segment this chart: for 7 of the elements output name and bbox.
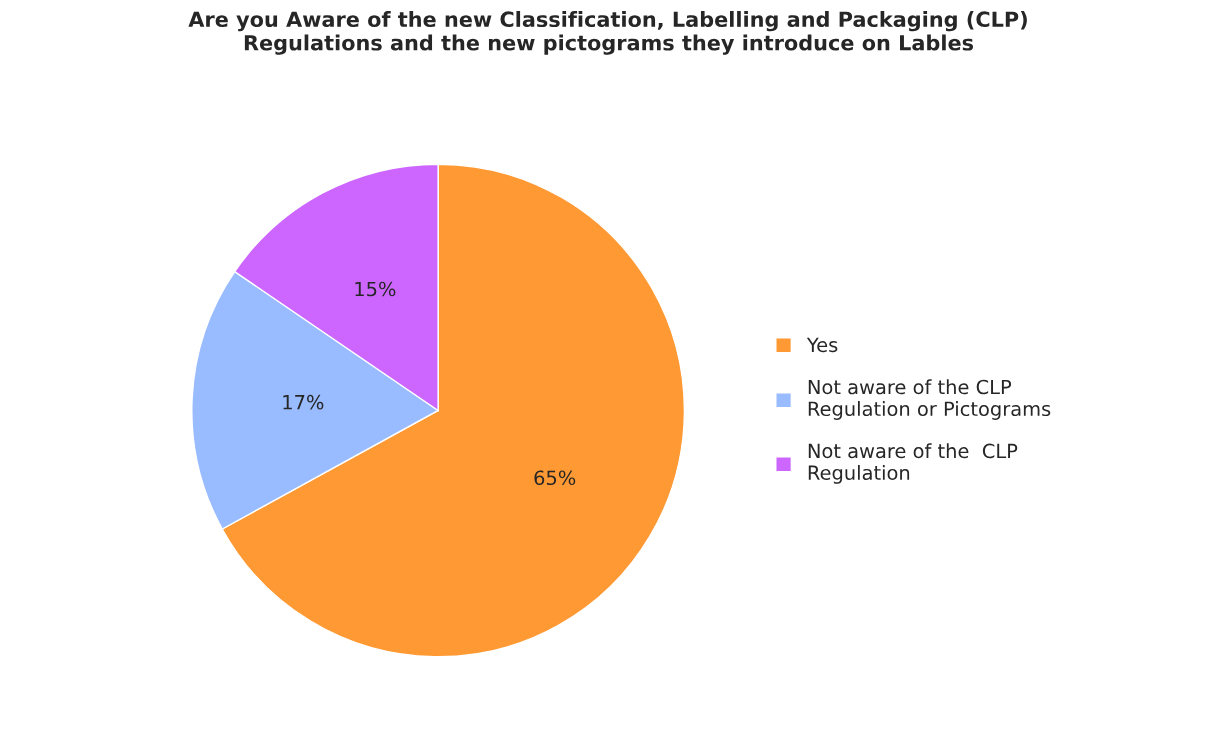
legend-label: Not aware of the CLP Regulation or Pictograms <box>808 379 1051 420</box>
legend-label: Yes <box>806 337 838 353</box>
data-label: 65% <box>534 470 576 486</box>
data-label: 15% <box>355 281 396 297</box>
chart-title: Are you Aware of the new Classification, Labelling and Packaging (CLP) Regulations and the new pictograms they introduce on Lables <box>188 10 1027 55</box>
legend-label: Not aware of the CLP Regulation <box>808 443 1018 484</box>
data-label: 17% <box>283 394 324 410</box>
